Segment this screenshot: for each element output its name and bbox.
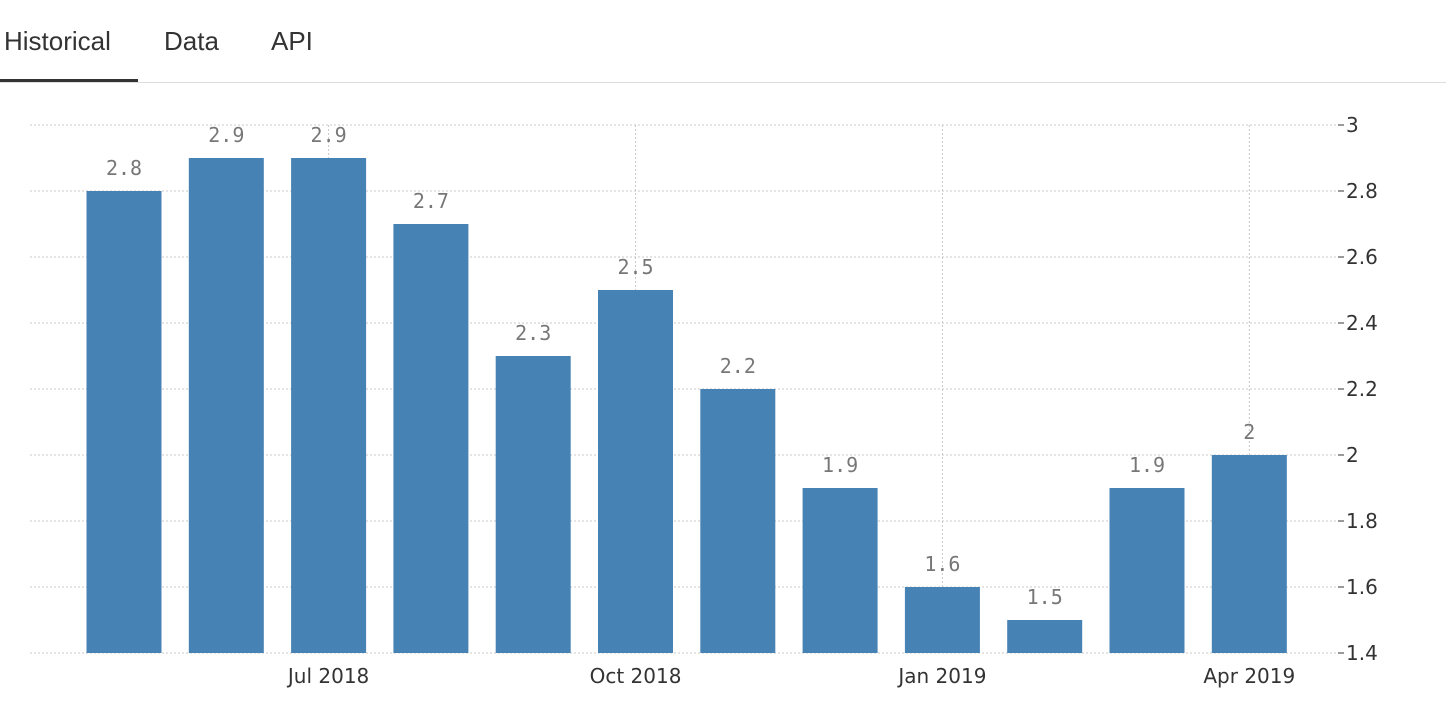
data-label: 2.9 <box>311 123 347 147</box>
bar <box>1211 455 1287 653</box>
bar <box>86 191 162 653</box>
y-tick-label: 2.2 <box>1346 377 1378 401</box>
y-tick-label: 1.6 <box>1346 575 1378 599</box>
tab-data[interactable]: Data <box>164 26 219 56</box>
data-label: 2.2 <box>720 354 756 378</box>
tab-bar: Historical Data API <box>0 0 1446 83</box>
data-label: 2.9 <box>208 123 244 147</box>
x-tick-label: Apr 2019 <box>1203 664 1295 688</box>
tab-historical[interactable]: Historical <box>4 26 111 56</box>
data-label: 2.7 <box>413 189 449 213</box>
data-label: 1.9 <box>822 453 858 477</box>
y-tick-label: 1.4 <box>1346 641 1378 665</box>
data-label: 1.5 <box>1027 585 1063 609</box>
y-tick-label: 3 <box>1346 113 1359 137</box>
data-label: 2.5 <box>617 255 653 279</box>
x-tick-label: Jul 2018 <box>286 664 369 688</box>
bar <box>904 587 980 653</box>
data-label: 2.8 <box>106 156 142 180</box>
data-label: 2 <box>1243 420 1255 444</box>
x-tick-label: Jan 2019 <box>896 664 986 688</box>
y-tick-label: 2.4 <box>1346 311 1378 335</box>
data-label: 2.3 <box>515 321 551 345</box>
bar <box>802 488 878 653</box>
bar <box>188 158 264 653</box>
y-tick-label: 2.8 <box>1346 179 1378 203</box>
y-tick-label: 2 <box>1346 443 1359 467</box>
data-label: 1.6 <box>924 552 960 576</box>
bar <box>598 290 673 653</box>
bar <box>291 158 367 653</box>
bar <box>700 389 776 653</box>
bar <box>495 356 571 653</box>
data-label: 1.9 <box>1129 453 1165 477</box>
tab-api[interactable]: API <box>271 26 313 56</box>
x-tick-label: Oct 2018 <box>590 664 682 688</box>
active-tab-indicator <box>0 79 138 82</box>
y-tick-label: 2.6 <box>1346 245 1378 269</box>
bar <box>1109 488 1185 653</box>
y-tick-label: 1.8 <box>1346 509 1378 533</box>
bar <box>393 224 469 653</box>
bar <box>1007 620 1083 653</box>
